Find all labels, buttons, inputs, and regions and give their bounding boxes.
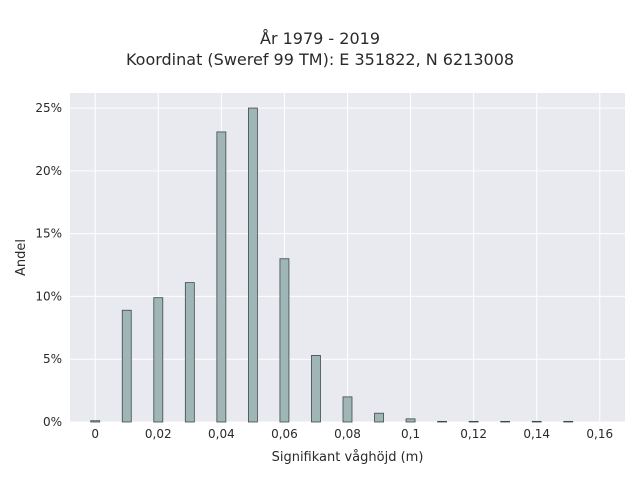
tick-labels: 0 0,02 0,04 0,06 0,08 0,1 0,12 0,14 0,16 0% 5% 10% 1… bbox=[35, 101, 613, 441]
y-tick-label: 0% bbox=[43, 415, 62, 429]
histogram-bar bbox=[468, 420, 479, 423]
histogram-bar bbox=[531, 420, 542, 423]
x-axis-label: Signifikant våghöjd (m) bbox=[272, 450, 424, 465]
histogram-bar bbox=[437, 420, 448, 423]
y-tick-label: 20% bbox=[35, 164, 62, 178]
x-tick-label: 0,02 bbox=[145, 427, 172, 441]
y-axis-label: Andel bbox=[14, 239, 29, 276]
chart-title-line-2: Koordinat (Sweref 99 TM): E 351822, N 62… bbox=[125, 50, 515, 69]
x-tick-label: 0,08 bbox=[334, 427, 361, 441]
x-tick-label: 0,06 bbox=[271, 427, 298, 441]
histogram-bar bbox=[374, 412, 384, 423]
x-tick-label: 0,04 bbox=[208, 427, 235, 441]
histogram-bar bbox=[342, 396, 353, 423]
x-tick-label: 0,1 bbox=[401, 427, 420, 441]
histogram-bar bbox=[405, 418, 416, 423]
x-tick-label: 0 bbox=[91, 427, 99, 441]
histogram-bar bbox=[279, 258, 290, 423]
histogram-bar bbox=[500, 420, 511, 423]
histogram-bar bbox=[216, 131, 227, 423]
histogram-bar bbox=[121, 309, 132, 423]
histogram-bar bbox=[153, 297, 164, 423]
y-tick-label: 25% bbox=[35, 101, 62, 115]
chart-title-line-1: År 1979 - 2019 bbox=[260, 29, 380, 48]
histogram-bar bbox=[184, 282, 195, 423]
bars bbox=[90, 107, 574, 423]
x-tick-label: 0,14 bbox=[523, 427, 550, 441]
histogram-bar bbox=[90, 420, 101, 423]
x-tick-label: 0,12 bbox=[460, 427, 487, 441]
histogram-bar bbox=[247, 107, 258, 423]
x-tick-label: 0,16 bbox=[586, 427, 613, 441]
y-tick-label: 15% bbox=[35, 227, 62, 241]
histogram-bar bbox=[311, 355, 321, 423]
y-tick-label: 5% bbox=[43, 352, 62, 366]
y-tick-label: 10% bbox=[35, 289, 62, 303]
histogram-bar bbox=[563, 420, 574, 423]
